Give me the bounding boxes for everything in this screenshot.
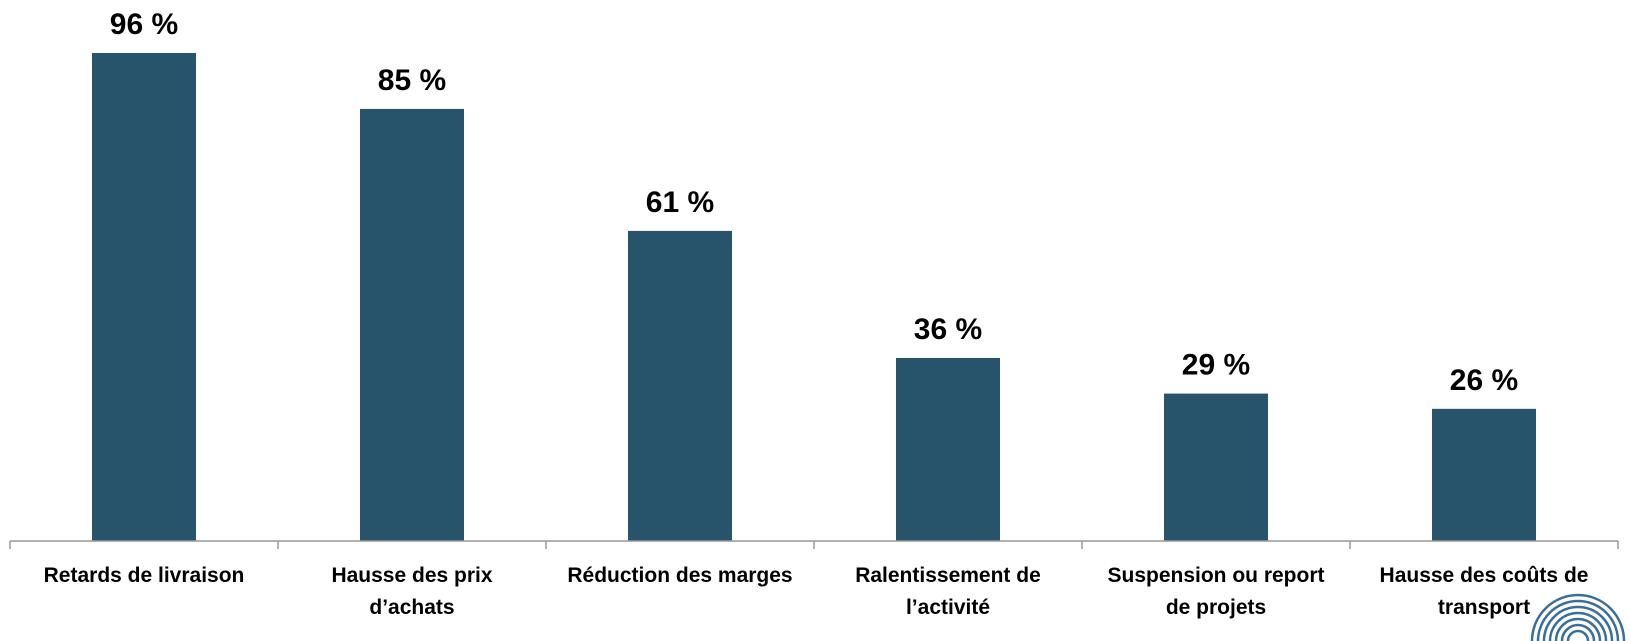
logo-arc <box>1548 611 1608 641</box>
category-label-line: de projets <box>1166 596 1266 619</box>
x-axis-ticks <box>9 541 1619 549</box>
category-label: Réduction des marges <box>567 564 792 587</box>
logo-arc <box>1566 629 1590 641</box>
category-labels-group: Retards de livraison Hausse des prix d’ach… <box>44 564 1589 619</box>
category-label-line: Hausse des prix <box>331 564 492 587</box>
logo-arc <box>1530 593 1626 641</box>
bar <box>628 230 732 541</box>
bar <box>1164 393 1268 541</box>
logo-arc <box>1536 599 1620 641</box>
bar <box>896 358 1000 541</box>
logo-arc <box>1542 605 1614 641</box>
data-label: 29 % <box>1182 349 1250 382</box>
logo-arc <box>1560 623 1596 641</box>
logo-icon <box>1530 593 1626 641</box>
category-label: Hausse des coûts de transport <box>1380 564 1589 619</box>
category-label: Suspension ou report de projets <box>1107 564 1324 619</box>
category-label: Retards de livraison <box>44 564 245 587</box>
bar <box>1432 408 1536 541</box>
data-label: 36 % <box>914 313 982 346</box>
category-label: Ralentissement de l’activité <box>855 564 1041 619</box>
category-label-line: Réduction des marges <box>567 564 792 587</box>
data-label: 96 % <box>110 8 178 41</box>
bar <box>92 53 196 541</box>
category-label-line: Retards de livraison <box>44 564 245 587</box>
bar <box>360 108 464 542</box>
data-label: 61 % <box>646 186 714 219</box>
category-label-line: l’activité <box>906 596 990 619</box>
category-label-line: Suspension ou report <box>1107 564 1324 587</box>
category-label-line: Ralentissement de <box>855 564 1041 587</box>
bars-group <box>92 53 1536 542</box>
category-label-line: Hausse des coûts de <box>1380 564 1589 587</box>
value-labels-group: 96 % 85 % 61 % 36 % 29 % 26 % <box>110 8 1518 397</box>
data-label: 85 % <box>378 64 446 97</box>
data-label: 26 % <box>1450 364 1518 397</box>
category-label-line: d’achats <box>369 596 454 619</box>
category-label: Hausse des prix d’achats <box>331 564 492 619</box>
category-label-line: transport <box>1438 596 1530 619</box>
logo-arc <box>1554 617 1602 641</box>
